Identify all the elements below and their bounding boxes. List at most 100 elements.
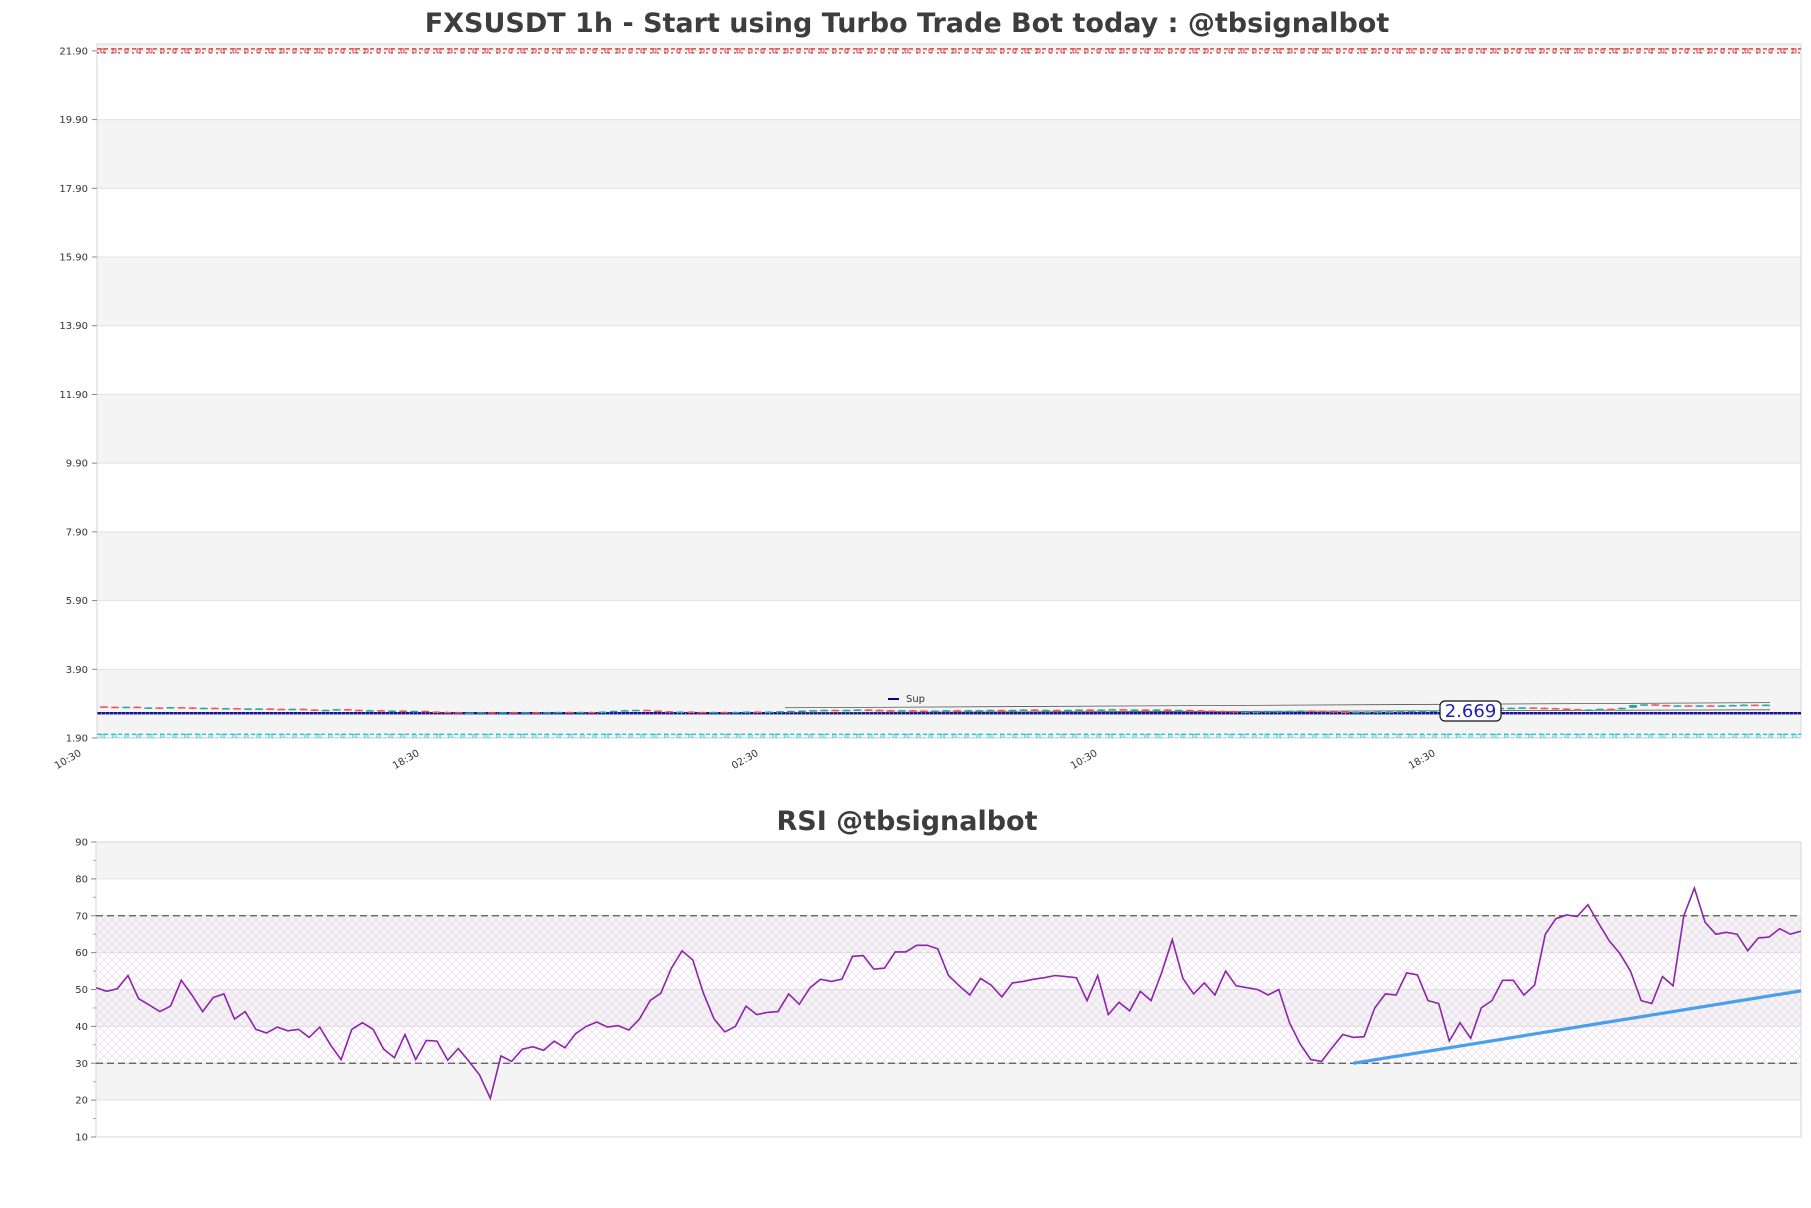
- resistance-band-marker: [1132, 48, 1137, 54]
- resistance-band-marker: [1372, 48, 1377, 54]
- lower-band-marker: [1492, 733, 1497, 738]
- candle-body: [1562, 708, 1571, 710]
- resistance-band-marker: [1252, 48, 1257, 54]
- lower-band-marker: [676, 733, 681, 738]
- lower-band-marker: [1780, 733, 1785, 738]
- candle-body: [1573, 709, 1582, 711]
- legend-sup-label: Sup: [906, 694, 925, 705]
- candle-body: [366, 710, 374, 712]
- resistance-band-marker: [1648, 48, 1653, 54]
- lower-band-marker: [340, 733, 345, 738]
- candle-body: [1629, 705, 1637, 708]
- lower-band-marker: [1432, 733, 1437, 738]
- candle-body: [986, 709, 995, 712]
- candle-body: [654, 710, 662, 713]
- lower-band-marker: [1012, 733, 1017, 738]
- resistance-band-marker: [1084, 48, 1089, 54]
- candle-body: [1174, 709, 1183, 712]
- lower-band-marker: [184, 733, 189, 738]
- candle-body: [222, 708, 230, 710]
- candle-body: [521, 712, 529, 714]
- resistance-band-marker: [220, 48, 225, 54]
- candle-body: [920, 710, 928, 713]
- lower-band-marker: [1648, 733, 1653, 738]
- resistance-band-marker: [628, 48, 633, 54]
- lower-band-marker: [1420, 733, 1425, 738]
- candle-body: [787, 710, 795, 713]
- resistance-band-marker: [556, 48, 561, 54]
- lower-band-marker: [316, 733, 321, 738]
- candle-body: [532, 712, 540, 714]
- lower-band-marker: [1312, 733, 1317, 738]
- lower-band-marker: [448, 733, 453, 738]
- lower-band-marker: [328, 733, 333, 738]
- resistance-band-marker: [1660, 48, 1665, 54]
- lower-band-marker: [1276, 733, 1281, 738]
- lower-band-marker: [1120, 733, 1125, 738]
- candle-body: [1274, 711, 1283, 713]
- rsi-trendline: [1353, 989, 1801, 1065]
- price-band: [97, 531, 1801, 601]
- resistance-band-marker: [268, 48, 273, 54]
- candle-body: [1041, 709, 1050, 712]
- resistance-band-marker: [1072, 48, 1077, 54]
- resistance-band-marker: [1048, 48, 1053, 54]
- lower-band-marker: [1588, 733, 1593, 738]
- lower-band-marker: [820, 733, 825, 738]
- lower-band-marker: [1480, 733, 1485, 738]
- lower-band-marker: [688, 733, 693, 738]
- candle-body: [133, 706, 142, 709]
- lower-band-marker: [1696, 733, 1701, 738]
- resistance-band-marker: [508, 48, 513, 54]
- candle-body: [643, 709, 651, 712]
- candle-body: [288, 708, 297, 711]
- resistance-band-marker: [352, 48, 357, 54]
- resistance-band-marker: [1180, 48, 1185, 54]
- lower-band-marker: [160, 733, 165, 738]
- rsi-y-tick-label: 80: [75, 874, 88, 885]
- resistance-band-marker: [112, 48, 117, 54]
- candle-body: [465, 712, 474, 715]
- lower-band-marker: [1216, 733, 1221, 738]
- resistance-band-marker: [316, 48, 321, 54]
- candle-body: [1684, 705, 1693, 707]
- candle-body: [277, 708, 286, 711]
- lower-band-marker: [280, 733, 285, 738]
- resistance-band-marker: [388, 48, 393, 54]
- resistance-band-marker: [1468, 48, 1473, 54]
- resistance-band-marker: [616, 48, 621, 54]
- lower-band-marker: [568, 733, 573, 738]
- resistance-band-marker: [232, 48, 237, 54]
- lower-band-marker: [412, 733, 417, 738]
- resistance-band-marker: [1624, 48, 1629, 54]
- lower-band-marker: [700, 733, 705, 738]
- candle-body: [1097, 709, 1106, 711]
- candle-body: [332, 709, 341, 711]
- price-band: [97, 325, 1801, 395]
- resistance-band-marker: [988, 48, 993, 54]
- resistance-band-marker: [1204, 48, 1209, 54]
- resistance-band-marker: [1492, 48, 1497, 54]
- lower-band-marker: [1792, 733, 1797, 738]
- candle-body: [576, 711, 585, 714]
- resistance-band-marker: [244, 48, 249, 54]
- price-band: [97, 188, 1801, 258]
- resistance-band-marker: [1144, 48, 1149, 54]
- candle-body: [166, 707, 175, 709]
- lower-band-marker: [268, 733, 273, 738]
- resistance-band-marker: [1396, 48, 1401, 54]
- resistance-band-marker: [160, 48, 165, 54]
- candle-body: [964, 710, 973, 712]
- resistance-band-marker: [1420, 48, 1425, 54]
- candle-body: [731, 711, 740, 714]
- candle-body: [1429, 710, 1438, 713]
- candle-body: [598, 711, 607, 714]
- candle-body: [111, 706, 119, 709]
- resistance-band-marker: [976, 48, 981, 54]
- resistance-band-marker: [148, 48, 153, 54]
- candle-body: [665, 711, 673, 713]
- price-y-tick-label: 17.90: [59, 184, 88, 195]
- resistance-band-marker: [712, 48, 717, 54]
- lower-band-marker: [868, 733, 873, 738]
- lower-band-marker: [352, 733, 357, 738]
